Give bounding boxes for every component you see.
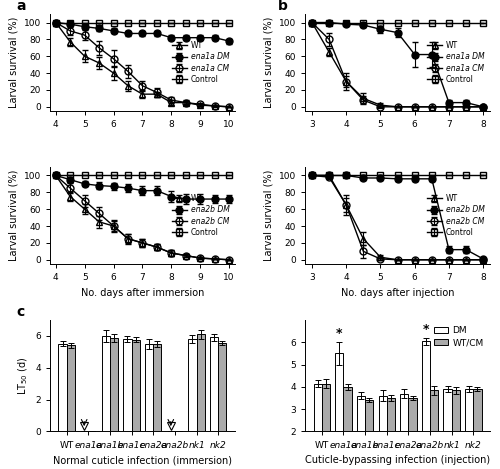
Bar xyxy=(110,338,118,431)
Text: c: c xyxy=(16,304,25,318)
Bar xyxy=(196,334,205,431)
Y-axis label: Larval survival (%): Larval survival (%) xyxy=(264,17,274,108)
Y-axis label: LT$_{50}$ (d): LT$_{50}$ (d) xyxy=(16,356,30,395)
Bar xyxy=(145,344,154,431)
Bar xyxy=(58,344,66,431)
Bar xyxy=(218,343,226,431)
Bar xyxy=(465,389,473,469)
Legend: WT, ena1a DM, ena1a CM, Control: WT, ena1a DM, ena1a CM, Control xyxy=(426,39,486,85)
Bar xyxy=(314,384,322,469)
Legend: DM, WT/CM: DM, WT/CM xyxy=(432,325,486,349)
Bar xyxy=(452,390,460,469)
Bar xyxy=(124,339,132,431)
Bar xyxy=(408,398,416,469)
Legend: WT, ena2b DM, ena2b CM, Control: WT, ena2b DM, ena2b CM, Control xyxy=(170,193,231,238)
Bar xyxy=(422,341,430,469)
Y-axis label: Larval survival (%): Larval survival (%) xyxy=(8,170,18,261)
Legend: WT, ena2b DM, ena2b CM, Control: WT, ena2b DM, ena2b CM, Control xyxy=(425,193,486,238)
Bar xyxy=(335,354,344,469)
Bar xyxy=(365,400,374,469)
Bar xyxy=(322,384,330,469)
Bar xyxy=(474,389,482,469)
Bar xyxy=(188,339,196,431)
Text: *: * xyxy=(336,327,342,340)
Bar xyxy=(132,340,140,431)
Bar xyxy=(357,396,365,469)
Bar xyxy=(210,338,218,431)
X-axis label: Normal cuticle infection (immersion): Normal cuticle infection (immersion) xyxy=(53,455,232,465)
Bar xyxy=(400,393,408,469)
Text: b: b xyxy=(278,0,287,13)
Bar xyxy=(66,346,75,431)
Text: *: * xyxy=(422,323,429,336)
Bar xyxy=(378,396,386,469)
Bar xyxy=(154,344,162,431)
Y-axis label: Larval survival (%): Larval survival (%) xyxy=(264,170,274,261)
X-axis label: No. days after immersion: No. days after immersion xyxy=(80,287,204,297)
Legend: WT, ena1a DM, ena1a CM, Control: WT, ena1a DM, ena1a CM, Control xyxy=(170,39,231,85)
X-axis label: Cuticle-bypassing infection (injection): Cuticle-bypassing infection (injection) xyxy=(305,455,490,465)
X-axis label: No. days after injection: No. days after injection xyxy=(341,287,454,297)
Bar xyxy=(102,336,110,431)
Bar xyxy=(386,398,395,469)
Bar xyxy=(430,390,438,469)
Bar xyxy=(444,389,452,469)
Bar xyxy=(344,387,351,469)
Y-axis label: Larval survival (%): Larval survival (%) xyxy=(8,17,18,108)
Text: a: a xyxy=(16,0,26,13)
